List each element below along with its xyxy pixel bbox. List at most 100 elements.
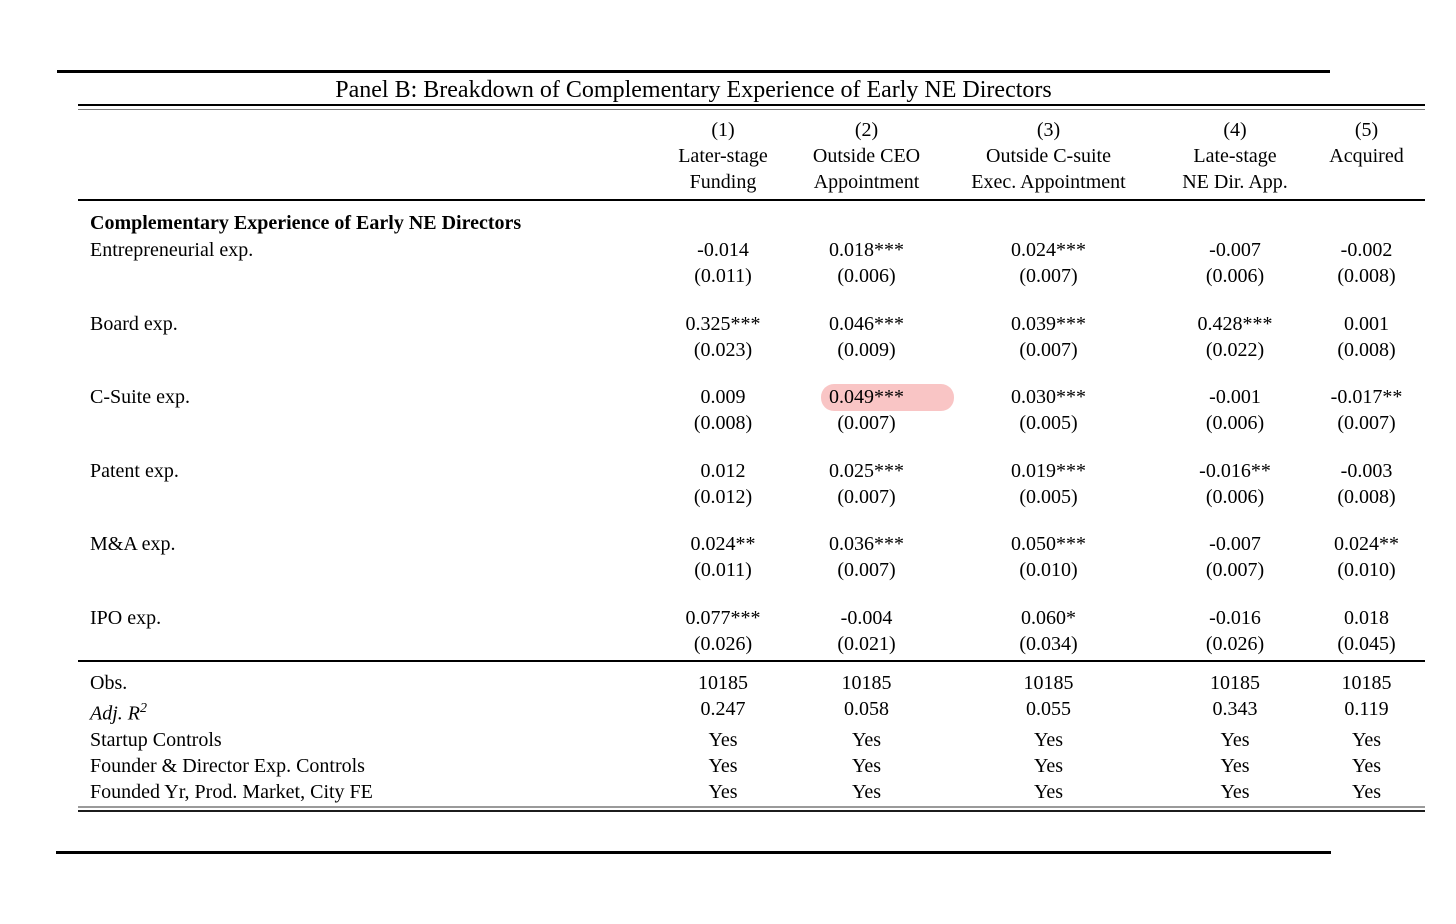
- standard-error: (0.022): [1205, 338, 1265, 361]
- summary-value: Yes: [1351, 780, 1382, 803]
- summary-label: Startup Controls: [90, 728, 222, 751]
- coefficient-value: 0.050***: [1011, 533, 1086, 555]
- standard-error: (0.006): [1205, 485, 1265, 508]
- summary-value: 0.247: [700, 698, 746, 720]
- coefficient-line: 0.018***: [798, 237, 935, 263]
- coefficient-line: 0.019***: [935, 458, 1162, 484]
- standard-error: (0.006): [837, 265, 896, 287]
- coefficient-cell: 0.024** (0.011): [648, 531, 798, 583]
- coefficient-cell: 0.077*** (0.026): [648, 605, 798, 657]
- coefficient-value: 0.060*: [1021, 606, 1076, 629]
- column-label-line: Later-stage: [678, 145, 768, 167]
- column-label-line: NE Dir. App.: [1182, 171, 1288, 193]
- coefficient-cell: 0.024** (0.010): [1308, 531, 1425, 583]
- coefficient-line: -0.007: [1162, 531, 1308, 557]
- column-number: (3): [1036, 119, 1061, 141]
- page-bottom-rule: [56, 851, 1331, 854]
- summary-value: 10185: [1341, 672, 1392, 694]
- coefficient-value: 0.012: [700, 459, 746, 482]
- summary-value: 0.343: [1212, 698, 1258, 720]
- row-label-column-spacer: [78, 117, 648, 195]
- coefficient-line: -0.004: [798, 605, 935, 631]
- summary-table-body: Obs. 10185 10185 10185 10185 10185 Adj. R2 0.24…: [78, 670, 1425, 805]
- column-number: (5): [1354, 119, 1379, 141]
- summary-label: Founder & Director Exp. Controls: [90, 754, 365, 777]
- coefficient-cell: -0.007 (0.007): [1162, 531, 1308, 583]
- column-label-line: Funding: [689, 171, 757, 193]
- column-label-line: Exec. Appointment: [971, 171, 1126, 193]
- coefficient-cell: 0.325*** (0.023): [648, 311, 798, 363]
- column-headers: (1) Later-stage Funding (2) Outside CEO Appoi…: [78, 117, 1425, 195]
- coefficient-cell: -0.007 (0.006): [1162, 237, 1308, 289]
- coefficient-value: 0.009: [700, 386, 746, 408]
- header-rule: [78, 199, 1425, 201]
- standard-error: (0.007): [837, 412, 896, 434]
- standard-error: (0.010): [1337, 559, 1396, 581]
- highlighted-coefficient-value: 0.049***: [821, 384, 954, 411]
- column-number: (1): [711, 119, 735, 141]
- coefficient-row: C-Suite exp. 0.009 (0.008) 0.049*** (0.007) 0…: [78, 384, 1425, 436]
- standard-error: (0.045): [1337, 632, 1396, 655]
- standard-error: (0.011): [694, 559, 752, 581]
- column-label-line: Outside CEO: [812, 145, 921, 167]
- coefficient-row: M&A exp. 0.024** (0.011) 0.036*** (0.007) 0.0…: [78, 531, 1425, 583]
- coefficient-line: -0.007: [1162, 237, 1308, 263]
- table-top-rule: [57, 70, 1330, 73]
- coefficient-value: -0.003: [1340, 459, 1393, 482]
- coefficient-line: 0.009: [648, 384, 798, 410]
- column-header-1: (1) Later-stage Funding: [648, 117, 798, 195]
- summary-value: Yes: [1033, 780, 1064, 803]
- column-label-line: Acquired: [1329, 145, 1404, 167]
- column-number: (2): [854, 119, 879, 141]
- coefficient-value: 0.024**: [1334, 533, 1399, 555]
- standard-error: (0.007): [837, 559, 896, 581]
- panel-title: Panel B: Breakdown of Complementary Expe…: [335, 77, 1052, 103]
- coefficient-row: IPO exp. 0.077*** (0.026) -0.004 (0.021) 0.06…: [78, 605, 1425, 657]
- coefficient-line: 0.036***: [798, 531, 935, 557]
- coefficient-cell: 0.024*** (0.007): [935, 237, 1162, 289]
- summary-separator-rule: [78, 660, 1425, 662]
- coefficient-value: 0.018***: [829, 239, 904, 261]
- summary-value: Yes: [708, 728, 738, 751]
- column-label-line: Appointment: [813, 171, 920, 193]
- coefficient-row: Board exp. 0.325*** (0.023) 0.046*** (0.009)…: [78, 311, 1425, 363]
- coefficient-value: 0.024**: [690, 533, 756, 555]
- title-double-rule-lower: [78, 109, 1425, 110]
- coefficient-row: Patent exp. 0.012 (0.012) 0.025*** (0.007) 0.…: [78, 458, 1425, 510]
- coefficient-cell: -0.016 (0.026): [1162, 605, 1308, 657]
- summary-row: Adj. R2 0.247 0.058 0.055 0.343 0.119: [78, 696, 1425, 727]
- coefficient-line: 0.050***: [935, 531, 1162, 557]
- coefficient-cell: 0.428*** (0.022): [1162, 311, 1308, 363]
- summary-value: 10185: [841, 672, 892, 694]
- coefficient-value: 0.024***: [1011, 239, 1086, 261]
- row-label: Entrepreneurial exp.: [90, 239, 254, 261]
- row-label: C-Suite exp.: [90, 386, 190, 408]
- coefficient-value: -0.007: [1209, 239, 1261, 261]
- column-header-3: (3) Outside C-suite Exec. Appointment: [935, 117, 1162, 195]
- superscript: 2: [140, 701, 147, 716]
- column-header-2: (2) Outside CEO Appointment: [798, 117, 935, 195]
- coefficient-cell: 0.030*** (0.005): [935, 384, 1162, 436]
- coefficient-line: -0.016**: [1162, 458, 1308, 484]
- summary-label: Adj. R2: [90, 701, 147, 725]
- coefficient-cell: -0.004 (0.021): [798, 605, 935, 657]
- row-label: IPO exp.: [90, 606, 162, 629]
- coefficient-cell: -0.001 (0.006): [1162, 384, 1308, 436]
- coefficient-value: 0.428***: [1197, 312, 1273, 335]
- coefficient-cell: -0.003 (0.008): [1308, 458, 1425, 510]
- standard-error: (0.007): [1019, 265, 1078, 287]
- summary-value: Yes: [708, 754, 738, 777]
- coefficient-line: 0.325***: [648, 311, 798, 337]
- coefficient-value: 0.077***: [685, 606, 761, 629]
- coefficient-line: -0.001: [1162, 384, 1308, 410]
- coefficient-line: -0.014: [648, 237, 798, 263]
- bottom-double-rule-lower: [78, 810, 1425, 812]
- standard-error: (0.007): [1019, 338, 1078, 361]
- standard-error: (0.007): [1205, 559, 1265, 581]
- coefficient-line: 0.030***: [935, 384, 1162, 410]
- coefficient-value: 0.030***: [1011, 386, 1086, 408]
- summary-value: 0.119: [1344, 698, 1389, 720]
- column-label-line: Late-stage: [1193, 145, 1277, 167]
- summary-value: Yes: [1351, 728, 1382, 751]
